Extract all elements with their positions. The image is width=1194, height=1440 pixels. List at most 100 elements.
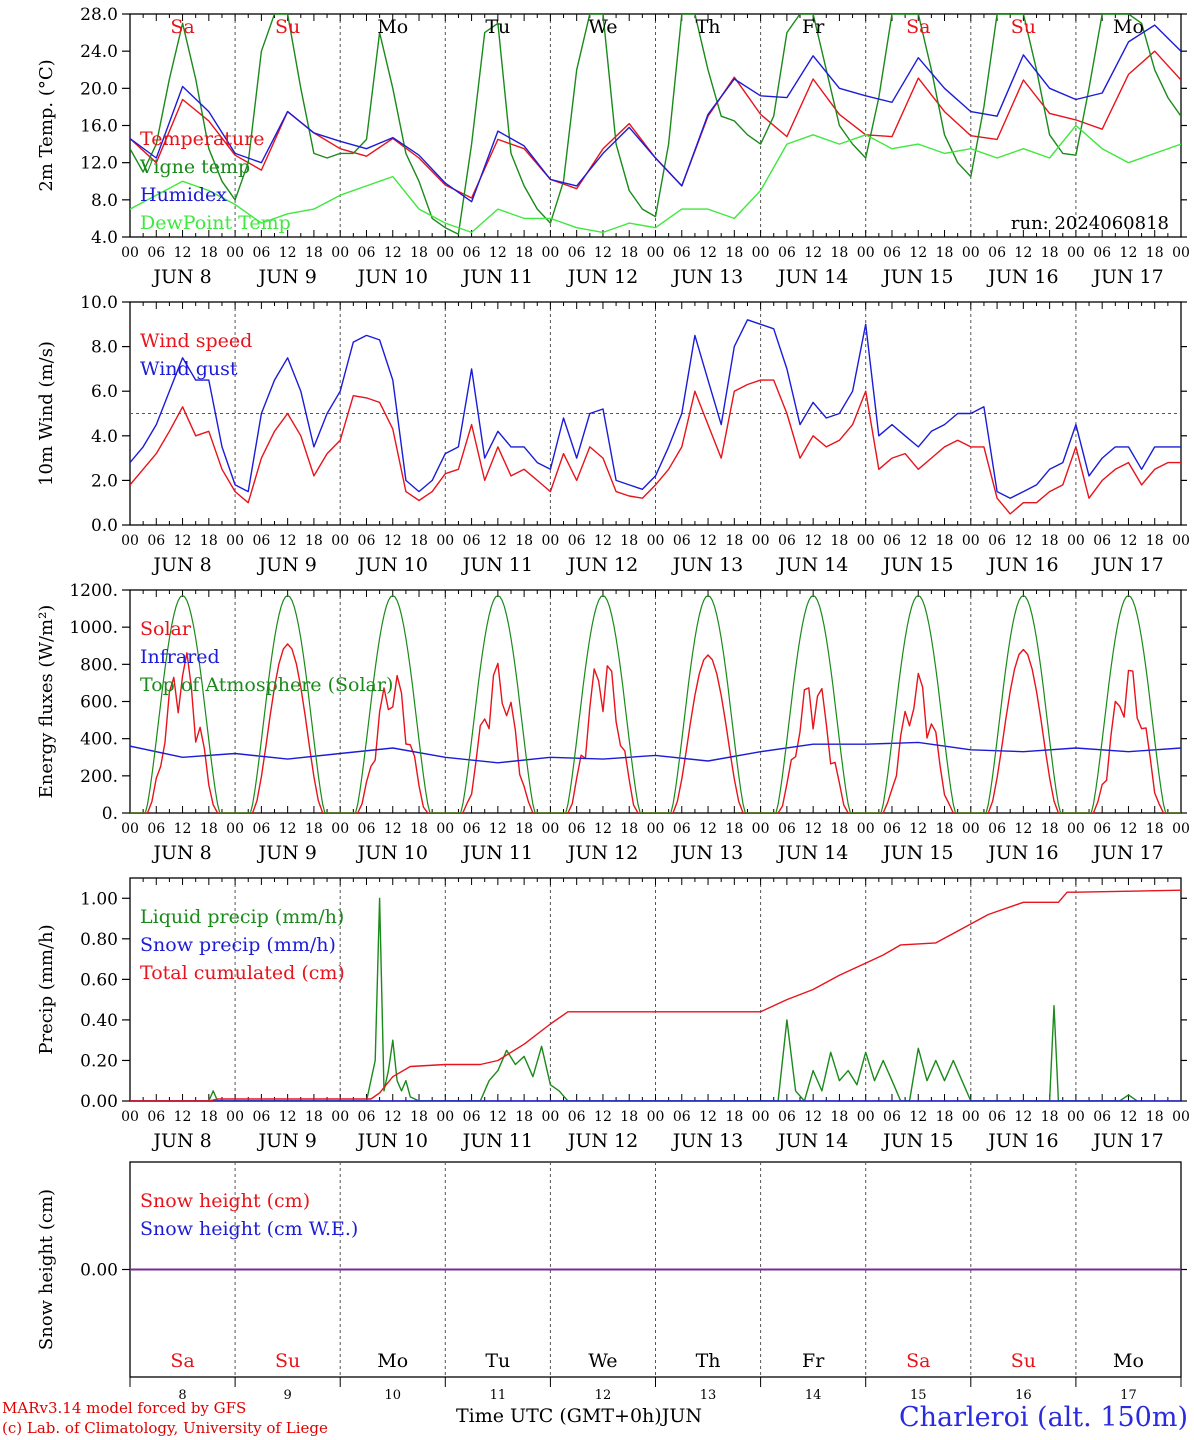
date-label: JUN 17 <box>1091 554 1163 576</box>
hour-tick-label: 18 <box>200 1109 218 1125</box>
date-label: JUN 9 <box>256 1130 316 1152</box>
hour-tick-label: 12 <box>384 245 402 261</box>
y-tick-label: 4.0 <box>91 427 118 447</box>
hour-tick-label: 12 <box>804 1109 822 1125</box>
hour-tick-label: 18 <box>1146 533 1164 549</box>
date-label: JUN 16 <box>986 554 1058 576</box>
y-tick-label: 12.0 <box>80 154 118 174</box>
y-tick-label: 6.0 <box>91 382 118 402</box>
day-name: Mo <box>377 16 408 38</box>
y-tick-label: 400. <box>80 730 118 750</box>
y-tick-label: 0.0 <box>91 516 118 536</box>
hour-tick-label: 18 <box>725 533 743 549</box>
hour-tick-label: 12 <box>594 1109 612 1125</box>
hour-tick-label: 18 <box>725 821 743 837</box>
date-label: JUN 14 <box>776 554 848 576</box>
series-line <box>130 889 1181 1101</box>
hour-tick-label: 06 <box>778 533 796 549</box>
hour-tick-label: 00 <box>857 533 875 549</box>
hour-tick-label: 00 <box>1172 245 1190 261</box>
hour-tick-label: 06 <box>1093 1109 1111 1125</box>
date-label: JUN 12 <box>566 266 638 288</box>
day-name: We <box>588 1350 617 1372</box>
hour-tick-label: 12 <box>1120 821 1138 837</box>
hour-tick-label: 18 <box>1041 1109 1059 1125</box>
station-label: Charleroi (alt. 150m) <box>899 1402 1188 1433</box>
date-label: JUN 14 <box>776 266 848 288</box>
y-axis-label: 10m Wind (m/s) <box>36 341 57 486</box>
day-name: Tu <box>485 16 510 38</box>
hour-tick-label: 18 <box>410 821 428 837</box>
credit-line-2: (c) Lab. of Climatology, University of L… <box>2 1419 328 1437</box>
hour-tick-label: 12 <box>594 821 612 837</box>
legend-entry: Vigne temp <box>139 156 250 178</box>
date-label: JUN 15 <box>881 266 953 288</box>
panel-4: 00 06 12 18 00 06 12 18 00 06 12 18 00 06 12 18 00 06 12 18… <box>36 877 1190 1152</box>
hour-tick-label: 12 <box>279 245 297 261</box>
y-tick-label: 16.0 <box>80 117 118 137</box>
y-tick-label: 1.00 <box>80 889 118 909</box>
panel-3: 00 06 12 18 00 06 12 18 00 06 12 18 00 06 12 18 00 06 12 18… <box>36 581 1190 864</box>
hour-tick-label: 18 <box>620 821 638 837</box>
hour-tick-label: 18 <box>515 533 533 549</box>
hour-tick-label: 06 <box>568 1109 586 1125</box>
date-label: JUN 15 <box>881 1130 953 1152</box>
hour-tick-label: 12 <box>174 533 192 549</box>
hour-tick-label: 18 <box>936 245 954 261</box>
hour-tick-label: 18 <box>200 533 218 549</box>
hour-tick-label: 00 <box>541 533 559 549</box>
hour-tick-label: 06 <box>883 533 901 549</box>
y-tick-label: 8.0 <box>91 191 118 211</box>
date-label: JUN 9 <box>256 266 316 288</box>
hour-tick-label: 06 <box>252 245 270 261</box>
hour-tick-label: 00 <box>647 245 665 261</box>
date-label: JUN 11 <box>461 842 533 864</box>
y-tick-label: 2.0 <box>91 471 118 491</box>
hour-tick-label: 00 <box>1067 1109 1085 1125</box>
hour-tick-label: 00 <box>1172 533 1190 549</box>
y-tick-label: 4.0 <box>91 228 118 248</box>
hour-tick-label: 06 <box>463 821 481 837</box>
hour-tick-label: 12 <box>489 821 507 837</box>
hour-tick-label: 18 <box>305 533 323 549</box>
hour-tick-label: 12 <box>1120 245 1138 261</box>
y-axis-label: Energy fluxes (W/m²) <box>36 605 57 799</box>
hour-tick-label: 12 <box>384 821 402 837</box>
day-name: Su <box>1011 16 1036 38</box>
date-label: JUN 12 <box>566 1130 638 1152</box>
date-label: JUN 8 <box>151 554 211 576</box>
hour-tick-label: 00 <box>1067 245 1085 261</box>
hour-tick-label: 06 <box>673 1109 691 1125</box>
hour-tick-label: 12 <box>909 245 927 261</box>
date-label: JUN 11 <box>461 1130 533 1152</box>
series-group <box>130 14 1181 235</box>
hour-tick-label: 00 <box>436 245 454 261</box>
hour-tick-label: 00 <box>857 1109 875 1125</box>
hour-tick-label: 12 <box>384 533 402 549</box>
hour-tick-label: 12 <box>699 1109 717 1125</box>
hour-tick-label: 00 <box>331 821 349 837</box>
hour-tick-label: 00 <box>226 533 244 549</box>
hour-tick-label: 12 <box>1014 245 1032 261</box>
day-number: 8 <box>178 1388 186 1403</box>
date-label: JUN 10 <box>356 1130 428 1152</box>
panel-1: 00 06 12 18 00 06 12 18 00 06 12 18 00 06 12 18 00 06 12 18… <box>36 5 1190 288</box>
hour-tick-label: 06 <box>988 1109 1006 1125</box>
date-label: JUN 17 <box>1091 1130 1163 1152</box>
day-name: Mo <box>377 1350 408 1372</box>
y-axis-label: 2m Temp. (°C) <box>36 59 57 191</box>
hour-tick-label: 06 <box>883 245 901 261</box>
hour-tick-label: 00 <box>541 245 559 261</box>
y-axis-label: Precip (mm/h) <box>36 924 57 1054</box>
hour-tick-label: 18 <box>515 1109 533 1125</box>
hour-tick-label: 00 <box>1067 533 1085 549</box>
day-number: 12 <box>595 1388 612 1403</box>
hour-tick-label: 12 <box>594 245 612 261</box>
day-number: 14 <box>805 1388 822 1403</box>
date-label: JUN 10 <box>356 554 428 576</box>
hour-tick-label: 00 <box>226 821 244 837</box>
run-label: run: 2024060818 <box>1011 213 1169 234</box>
date-label: JUN 15 <box>881 842 953 864</box>
hour-tick-label: 00 <box>436 533 454 549</box>
hour-tick-label: 00 <box>121 1109 139 1125</box>
